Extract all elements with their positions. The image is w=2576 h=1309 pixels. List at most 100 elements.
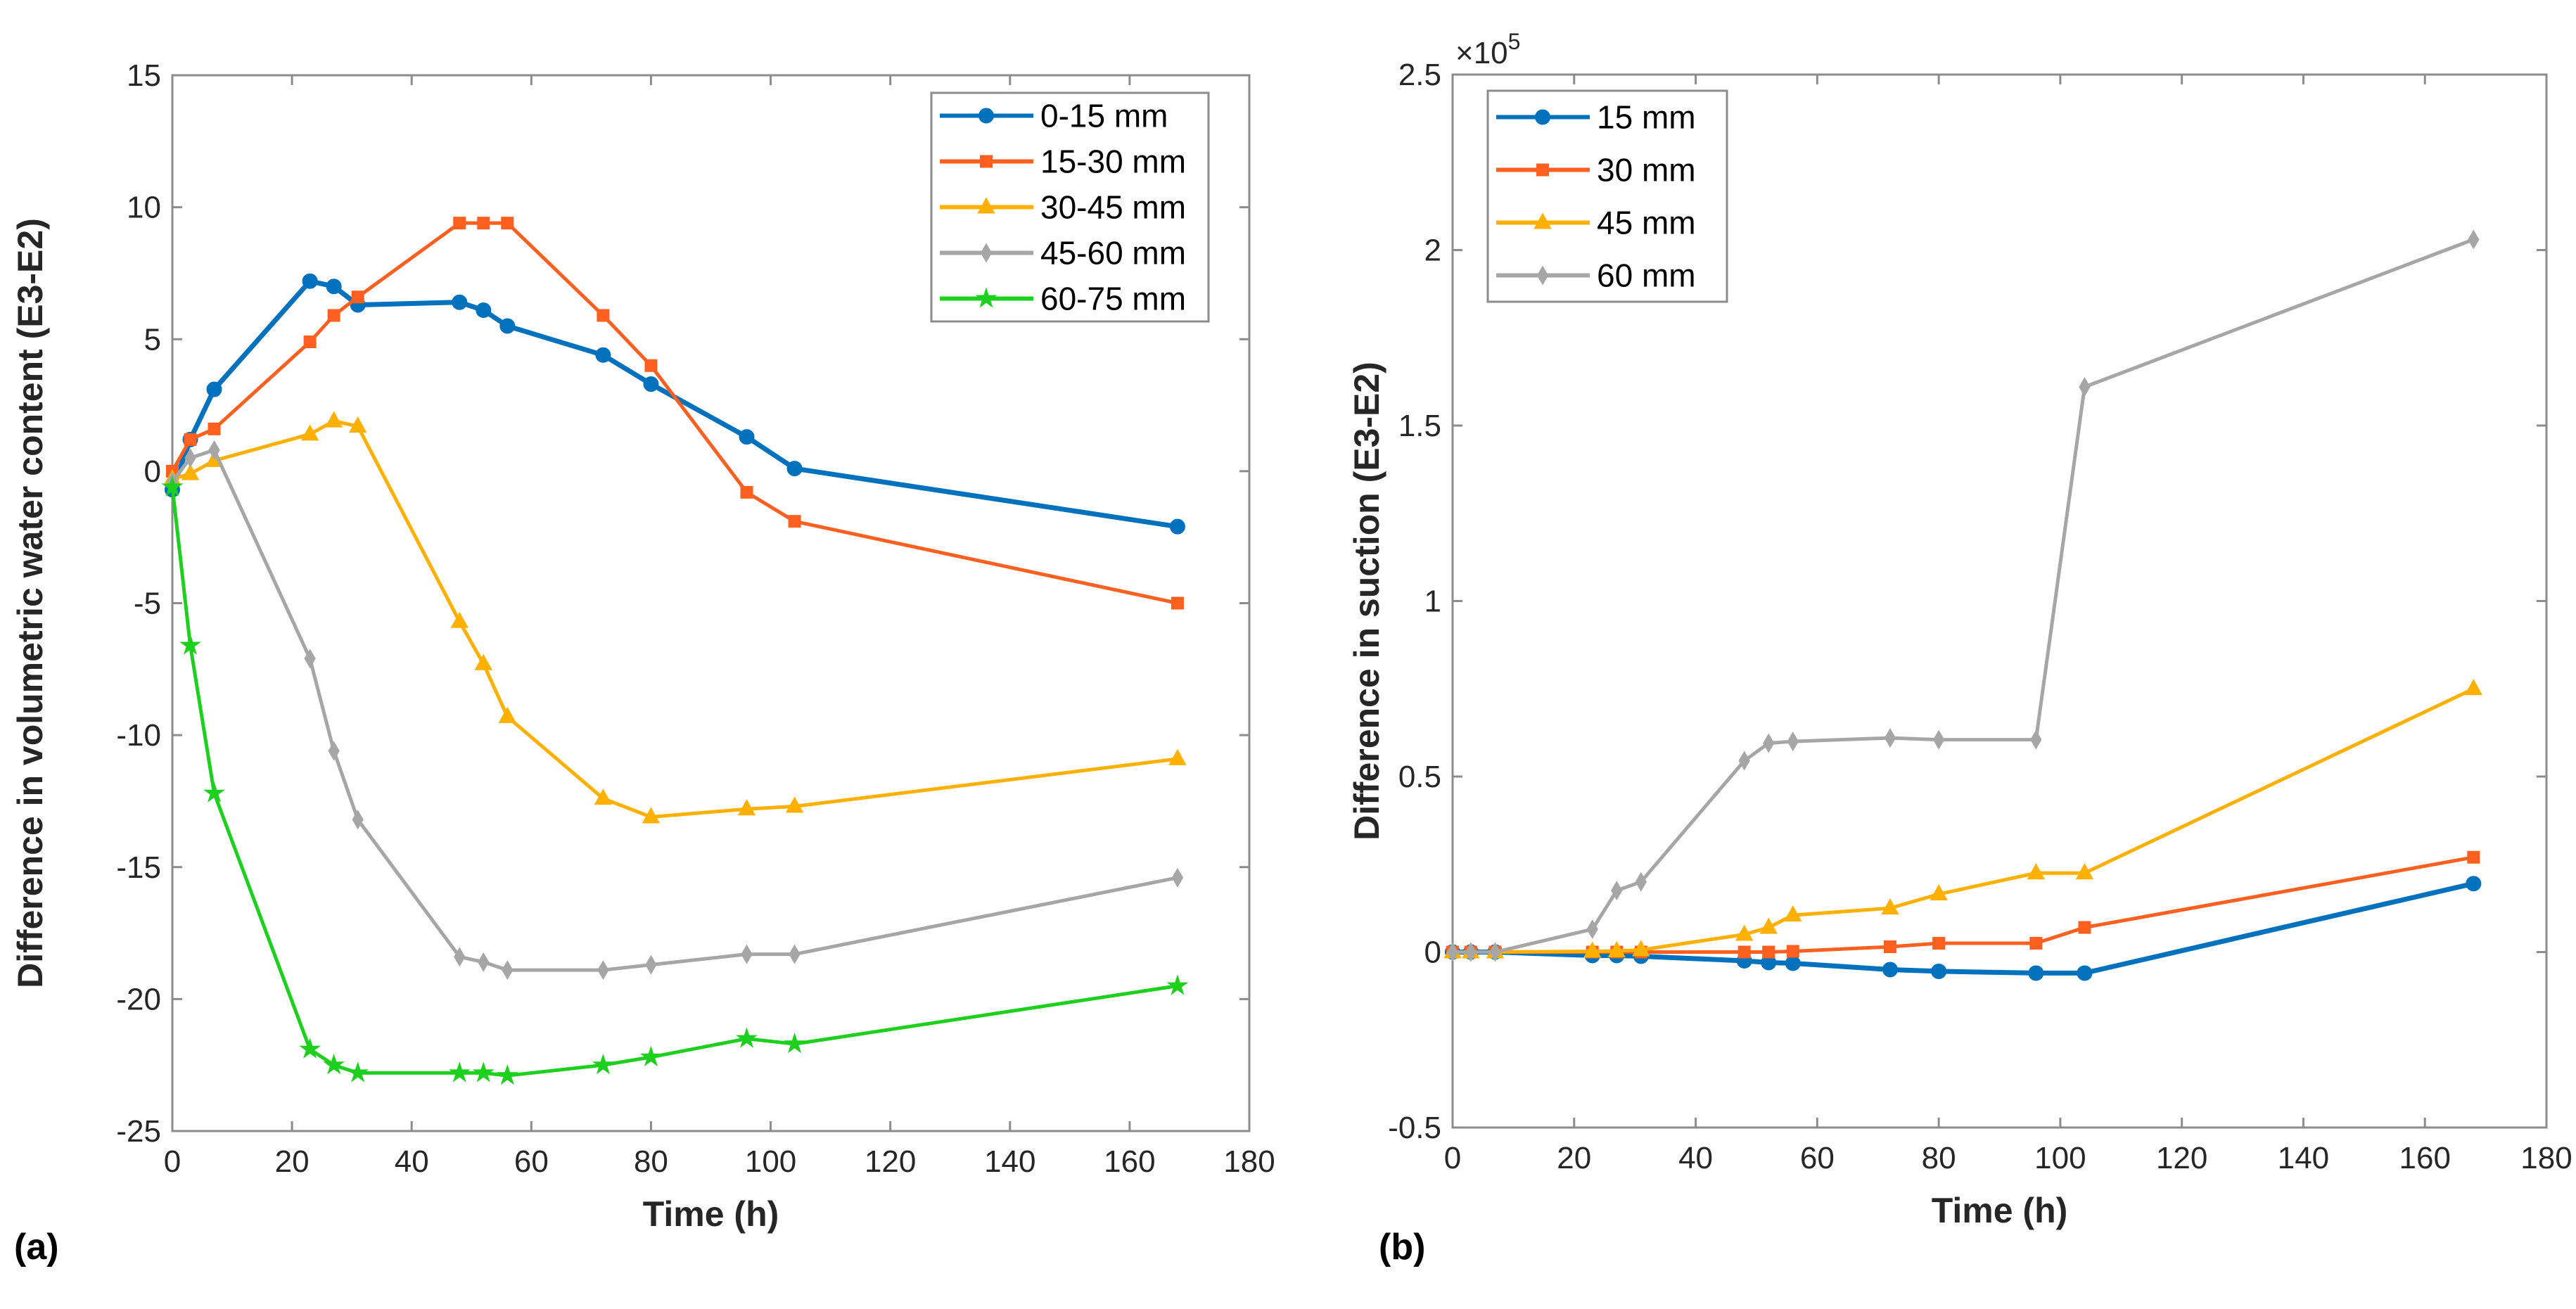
- x-tick-label: 0: [1444, 1141, 1461, 1175]
- circle-marker: [2028, 965, 2044, 981]
- series-line: [1453, 687, 2475, 954]
- square-marker: [1536, 163, 1549, 177]
- diamond-marker: [1465, 942, 1477, 962]
- diamond-marker: [1611, 881, 1623, 901]
- circle-marker: [2466, 876, 2482, 892]
- series-30-mm: [1446, 850, 2480, 959]
- diamond-marker: [2468, 229, 2480, 250]
- triangle-marker: [1759, 917, 1778, 934]
- legend-item: 15-30 mm: [940, 143, 1186, 180]
- square-marker: [1786, 945, 1799, 958]
- x-tick-label: 140: [984, 1144, 1035, 1179]
- legend-item: 45 mm: [1496, 205, 1696, 241]
- series-line: [1453, 855, 2474, 954]
- diamond-marker: [454, 947, 466, 967]
- y-tick-label: 2.5: [1398, 58, 1441, 92]
- triangle-marker: [737, 799, 756, 816]
- y-axis-multiplier: ×105: [1455, 29, 1520, 70]
- circle-marker: [206, 381, 222, 397]
- x-tick-label: 0: [164, 1144, 181, 1179]
- x-tick-label: 180: [2520, 1141, 2572, 1175]
- diamond-marker: [597, 960, 609, 981]
- x-axis-label: Time (h): [1932, 1191, 2068, 1230]
- star-marker: [784, 1033, 805, 1054]
- square-marker: [644, 359, 658, 372]
- y-tick-label: -25: [116, 1114, 161, 1149]
- y-tick-label: 0.5: [1398, 760, 1441, 794]
- triangle-marker: [181, 464, 200, 480]
- circle-marker: [978, 108, 994, 124]
- legend-label: 15 mm: [1597, 99, 1696, 136]
- triangle-marker: [1168, 748, 1187, 765]
- diamond-marker: [741, 944, 753, 964]
- diamond-marker: [184, 448, 196, 468]
- series-45-60-mm: [166, 440, 1184, 981]
- diamond-marker: [328, 741, 340, 761]
- legend-label: 45-60 mm: [1040, 235, 1186, 272]
- y-axis-label: Difference in suction (E3-E2): [1347, 362, 1386, 841]
- square-marker: [2467, 850, 2480, 864]
- diamond-marker: [1787, 732, 1799, 752]
- circle-marker: [1785, 955, 1801, 971]
- triangle-marker: [785, 796, 804, 813]
- x-tick-label: 120: [865, 1144, 916, 1179]
- circle-marker: [1169, 518, 1185, 535]
- star-marker: [347, 1061, 369, 1083]
- triangle-marker: [450, 611, 468, 628]
- square-marker: [501, 217, 514, 230]
- diamond-marker: [1738, 751, 1750, 771]
- legend: 15 mm 30 mm 45 mm 60 mm: [1486, 89, 1728, 303]
- square-marker: [184, 433, 197, 446]
- triangle-marker: [474, 653, 492, 670]
- diamond-marker: [1635, 871, 1647, 892]
- legend-label: 60-75 mm: [1040, 281, 1186, 317]
- series-line: [170, 487, 1178, 1078]
- square-marker: [1762, 945, 1775, 959]
- square-marker: [351, 290, 364, 304]
- x-tick-label: 20: [1557, 1141, 1591, 1175]
- y-tick-label: -5: [134, 587, 161, 621]
- diamond-marker: [1489, 942, 1501, 962]
- series-line: [170, 279, 1178, 530]
- series-15-mm: [1445, 876, 2482, 981]
- star-marker: [161, 475, 184, 497]
- circle-marker: [1931, 963, 1947, 979]
- triangle-marker: [324, 411, 343, 428]
- y-tick-label: 1: [1424, 585, 1441, 619]
- square-marker: [208, 422, 221, 435]
- circle-marker: [326, 279, 342, 295]
- chart-panel-b: 0 20 40 60 80 100 120 140 160 180-0.500.511.522.5…: [1347, 29, 2572, 1268]
- x-tick-label: 60: [514, 1144, 549, 1179]
- panel-label: (a): [14, 1227, 59, 1268]
- star-marker: [1166, 974, 1189, 995]
- y-tick-label: 5: [144, 322, 161, 357]
- circle-marker: [739, 429, 755, 445]
- circle-marker: [476, 302, 492, 318]
- x-tick-label: 80: [634, 1144, 668, 1179]
- legend-label: 30-45 mm: [1040, 189, 1186, 226]
- legend-item: 15 mm: [1496, 99, 1696, 136]
- legend: 0-15 mm 15-30 mm 30-45 mm 45-60 mm 60-75 mm: [930, 91, 1210, 323]
- triangle-marker: [348, 416, 367, 433]
- multiplier-base: ×10: [1455, 36, 1508, 70]
- square-marker: [980, 155, 993, 168]
- circle-marker: [2077, 965, 2093, 981]
- square-marker: [327, 309, 340, 322]
- x-tick-label: 80: [1922, 1141, 1956, 1175]
- diamond-marker: [1171, 867, 1184, 888]
- triangle-marker: [1607, 940, 1626, 958]
- series-line: [170, 221, 1178, 605]
- square-marker: [1884, 940, 1896, 954]
- diamond-marker: [208, 440, 220, 460]
- diamond-marker: [1763, 733, 1775, 753]
- triangle-marker: [1632, 940, 1650, 957]
- triangle-marker: [1583, 941, 1602, 958]
- triangle-marker: [977, 197, 995, 214]
- diamond-marker: [980, 243, 993, 263]
- legend-label: 60 mm: [1597, 257, 1696, 294]
- y-tick-label: 15: [127, 58, 161, 93]
- x-tick-label: 60: [1800, 1141, 1835, 1175]
- triangle-marker: [2075, 863, 2094, 880]
- square-marker: [303, 336, 317, 349]
- square-marker: [597, 309, 610, 322]
